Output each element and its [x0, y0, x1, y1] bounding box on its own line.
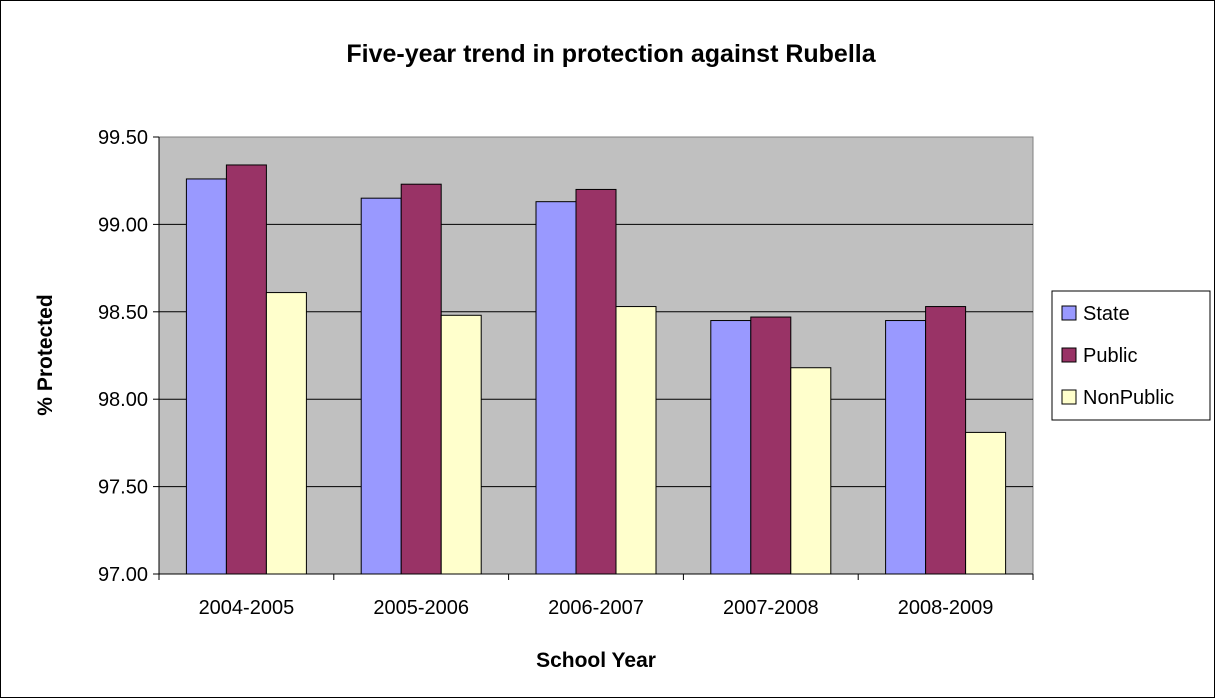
- x-axis-title: School Year: [536, 649, 656, 672]
- x-tick-labels: 2004-2005 2005-2006 2006-2007 2007-2008 2008…: [199, 597, 994, 619]
- bar-state-2008-2009: [885, 320, 927, 575]
- x-tick-label: 2006-2007: [548, 597, 644, 619]
- legend-items: State Public NonPublic: [1061, 303, 1174, 409]
- x-tick-label: 2007-2008: [723, 597, 819, 619]
- x-tick-label: 2008-2009: [898, 597, 994, 619]
- bars: [185, 164, 1007, 575]
- bar-nonpublic-2004-2005: [265, 292, 307, 575]
- y-tick-label: 98.50: [98, 302, 148, 324]
- y-tick-label: 99.00: [98, 214, 148, 236]
- bar-state-2005-2006: [360, 197, 402, 575]
- legend-label-public: Public: [1083, 345, 1137, 367]
- y-axis-title: % Protected: [34, 294, 57, 415]
- axes: [153, 136, 1034, 580]
- y-tick-labels: 97.00 97.50 98.00 98.50 99.00 99.50: [98, 127, 148, 586]
- bar-nonpublic-2008-2009: [965, 431, 1007, 575]
- chart-title: Five-year trend in protection against Ru…: [346, 40, 876, 68]
- bar-public-2005-2006: [400, 183, 442, 575]
- x-tick-label: 2005-2006: [373, 597, 469, 619]
- x-tick-label: 2004-2005: [199, 597, 295, 619]
- bar-nonpublic-2007-2008: [790, 367, 832, 575]
- legend-label-state: State: [1083, 303, 1130, 325]
- legend-swatch-public: [1061, 347, 1077, 363]
- bar-state-2004-2005: [185, 178, 227, 575]
- y-tick-label: 97.50: [98, 477, 148, 499]
- bar-state-2007-2008: [710, 320, 752, 575]
- bar-public-2004-2005: [225, 164, 267, 575]
- legend: State Public NonPublic: [1051, 290, 1211, 421]
- legend-box: [1051, 290, 1211, 421]
- y-tick-label: 98.00: [98, 389, 148, 411]
- legend-swatch-state: [1061, 305, 1077, 321]
- bar-nonpublic-2005-2006: [440, 314, 482, 575]
- y-tick-label: 99.50: [98, 127, 148, 149]
- bar-public-2006-2007: [575, 188, 617, 575]
- legend-label-nonpublic: NonPublic: [1083, 387, 1174, 409]
- bar-state-2006-2007: [535, 201, 577, 575]
- y-tick-label: 97.00: [98, 564, 148, 586]
- bar-public-2008-2009: [925, 306, 967, 575]
- bar-nonpublic-2006-2007: [615, 306, 657, 575]
- legend-swatch-nonpublic: [1061, 389, 1077, 405]
- bar-public-2007-2008: [750, 316, 792, 575]
